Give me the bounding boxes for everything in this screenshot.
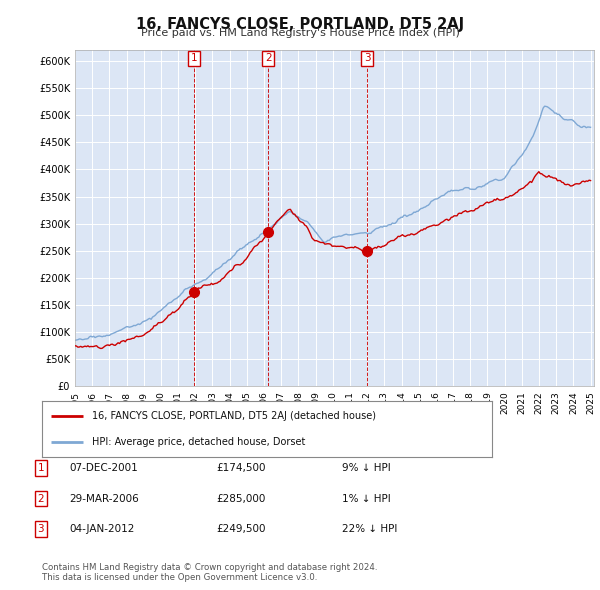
Text: 3: 3 — [364, 53, 371, 63]
Text: 2: 2 — [37, 494, 44, 503]
Text: Contains HM Land Registry data © Crown copyright and database right 2024.: Contains HM Land Registry data © Crown c… — [42, 563, 377, 572]
Text: 29-MAR-2006: 29-MAR-2006 — [69, 494, 139, 503]
Text: 16, FANCYS CLOSE, PORTLAND, DT5 2AJ (detached house): 16, FANCYS CLOSE, PORTLAND, DT5 2AJ (det… — [92, 411, 376, 421]
Text: 04-JAN-2012: 04-JAN-2012 — [69, 525, 134, 534]
Text: £249,500: £249,500 — [216, 525, 265, 534]
Text: This data is licensed under the Open Government Licence v3.0.: This data is licensed under the Open Gov… — [42, 573, 317, 582]
Text: £174,500: £174,500 — [216, 463, 265, 473]
Text: HPI: Average price, detached house, Dorset: HPI: Average price, detached house, Dors… — [92, 437, 305, 447]
Text: 1: 1 — [191, 53, 197, 63]
Text: 2: 2 — [265, 53, 271, 63]
Text: Price paid vs. HM Land Registry's House Price Index (HPI): Price paid vs. HM Land Registry's House … — [140, 28, 460, 38]
Text: 1% ↓ HPI: 1% ↓ HPI — [342, 494, 391, 503]
Text: 22% ↓ HPI: 22% ↓ HPI — [342, 525, 397, 534]
Text: 9% ↓ HPI: 9% ↓ HPI — [342, 463, 391, 473]
Text: 16, FANCYS CLOSE, PORTLAND, DT5 2AJ: 16, FANCYS CLOSE, PORTLAND, DT5 2AJ — [136, 17, 464, 31]
Text: 3: 3 — [37, 525, 44, 534]
Text: 1: 1 — [37, 463, 44, 473]
Text: 07-DEC-2001: 07-DEC-2001 — [69, 463, 138, 473]
Text: £285,000: £285,000 — [216, 494, 265, 503]
